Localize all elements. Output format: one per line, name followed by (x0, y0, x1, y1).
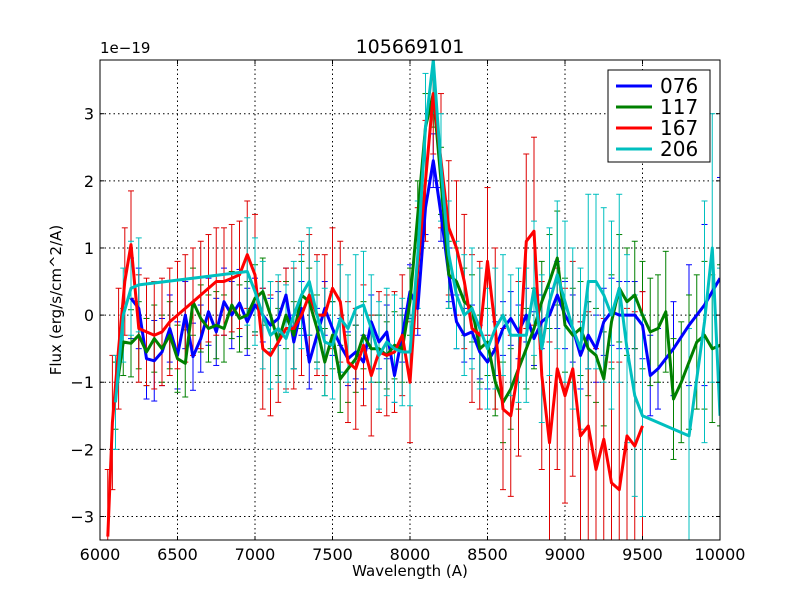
legend-label-167: 167 (660, 116, 698, 140)
y-tick-label: 0 (84, 306, 94, 325)
chart-title: 105669101 (356, 36, 465, 58)
y-tick-label: −2 (70, 440, 94, 459)
y-tick-label: 1 (84, 239, 94, 258)
x-tick-label: 7500 (312, 545, 353, 564)
y-tick-label: 2 (84, 172, 94, 191)
y-offset-label: 1e−19 (100, 39, 150, 57)
x-tick-label: 6500 (157, 545, 198, 564)
y-tick-label: −1 (70, 373, 94, 392)
x-tick-label: 9500 (622, 545, 663, 564)
legend-label-117: 117 (660, 95, 698, 119)
series-line-206 (114, 60, 720, 438)
axis-ticks: 6000 6500 7000 7500 8000 8500 9000 9500 10000 −3 −… (70, 60, 745, 564)
x-tick-label: 8000 (390, 545, 431, 564)
x-tick-label: 9000 (545, 545, 586, 564)
x-tick-label: 8500 (467, 545, 508, 564)
y-tick-label: −3 (70, 508, 94, 527)
x-axis-label: Wavelength (A) (352, 562, 468, 580)
y-axis-label: Flux (erg/s/cm^2/A) (47, 225, 65, 376)
series-line-167 (106, 92, 644, 537)
x-tick-label: 6000 (80, 545, 121, 564)
x-tick-label: 10000 (695, 545, 746, 564)
legend-label-206: 206 (660, 137, 698, 161)
legend-label-076: 076 (660, 74, 698, 98)
x-tick-label: 7000 (235, 545, 276, 564)
data-layer (104, 60, 720, 540)
y-tick-label: 3 (84, 105, 94, 124)
